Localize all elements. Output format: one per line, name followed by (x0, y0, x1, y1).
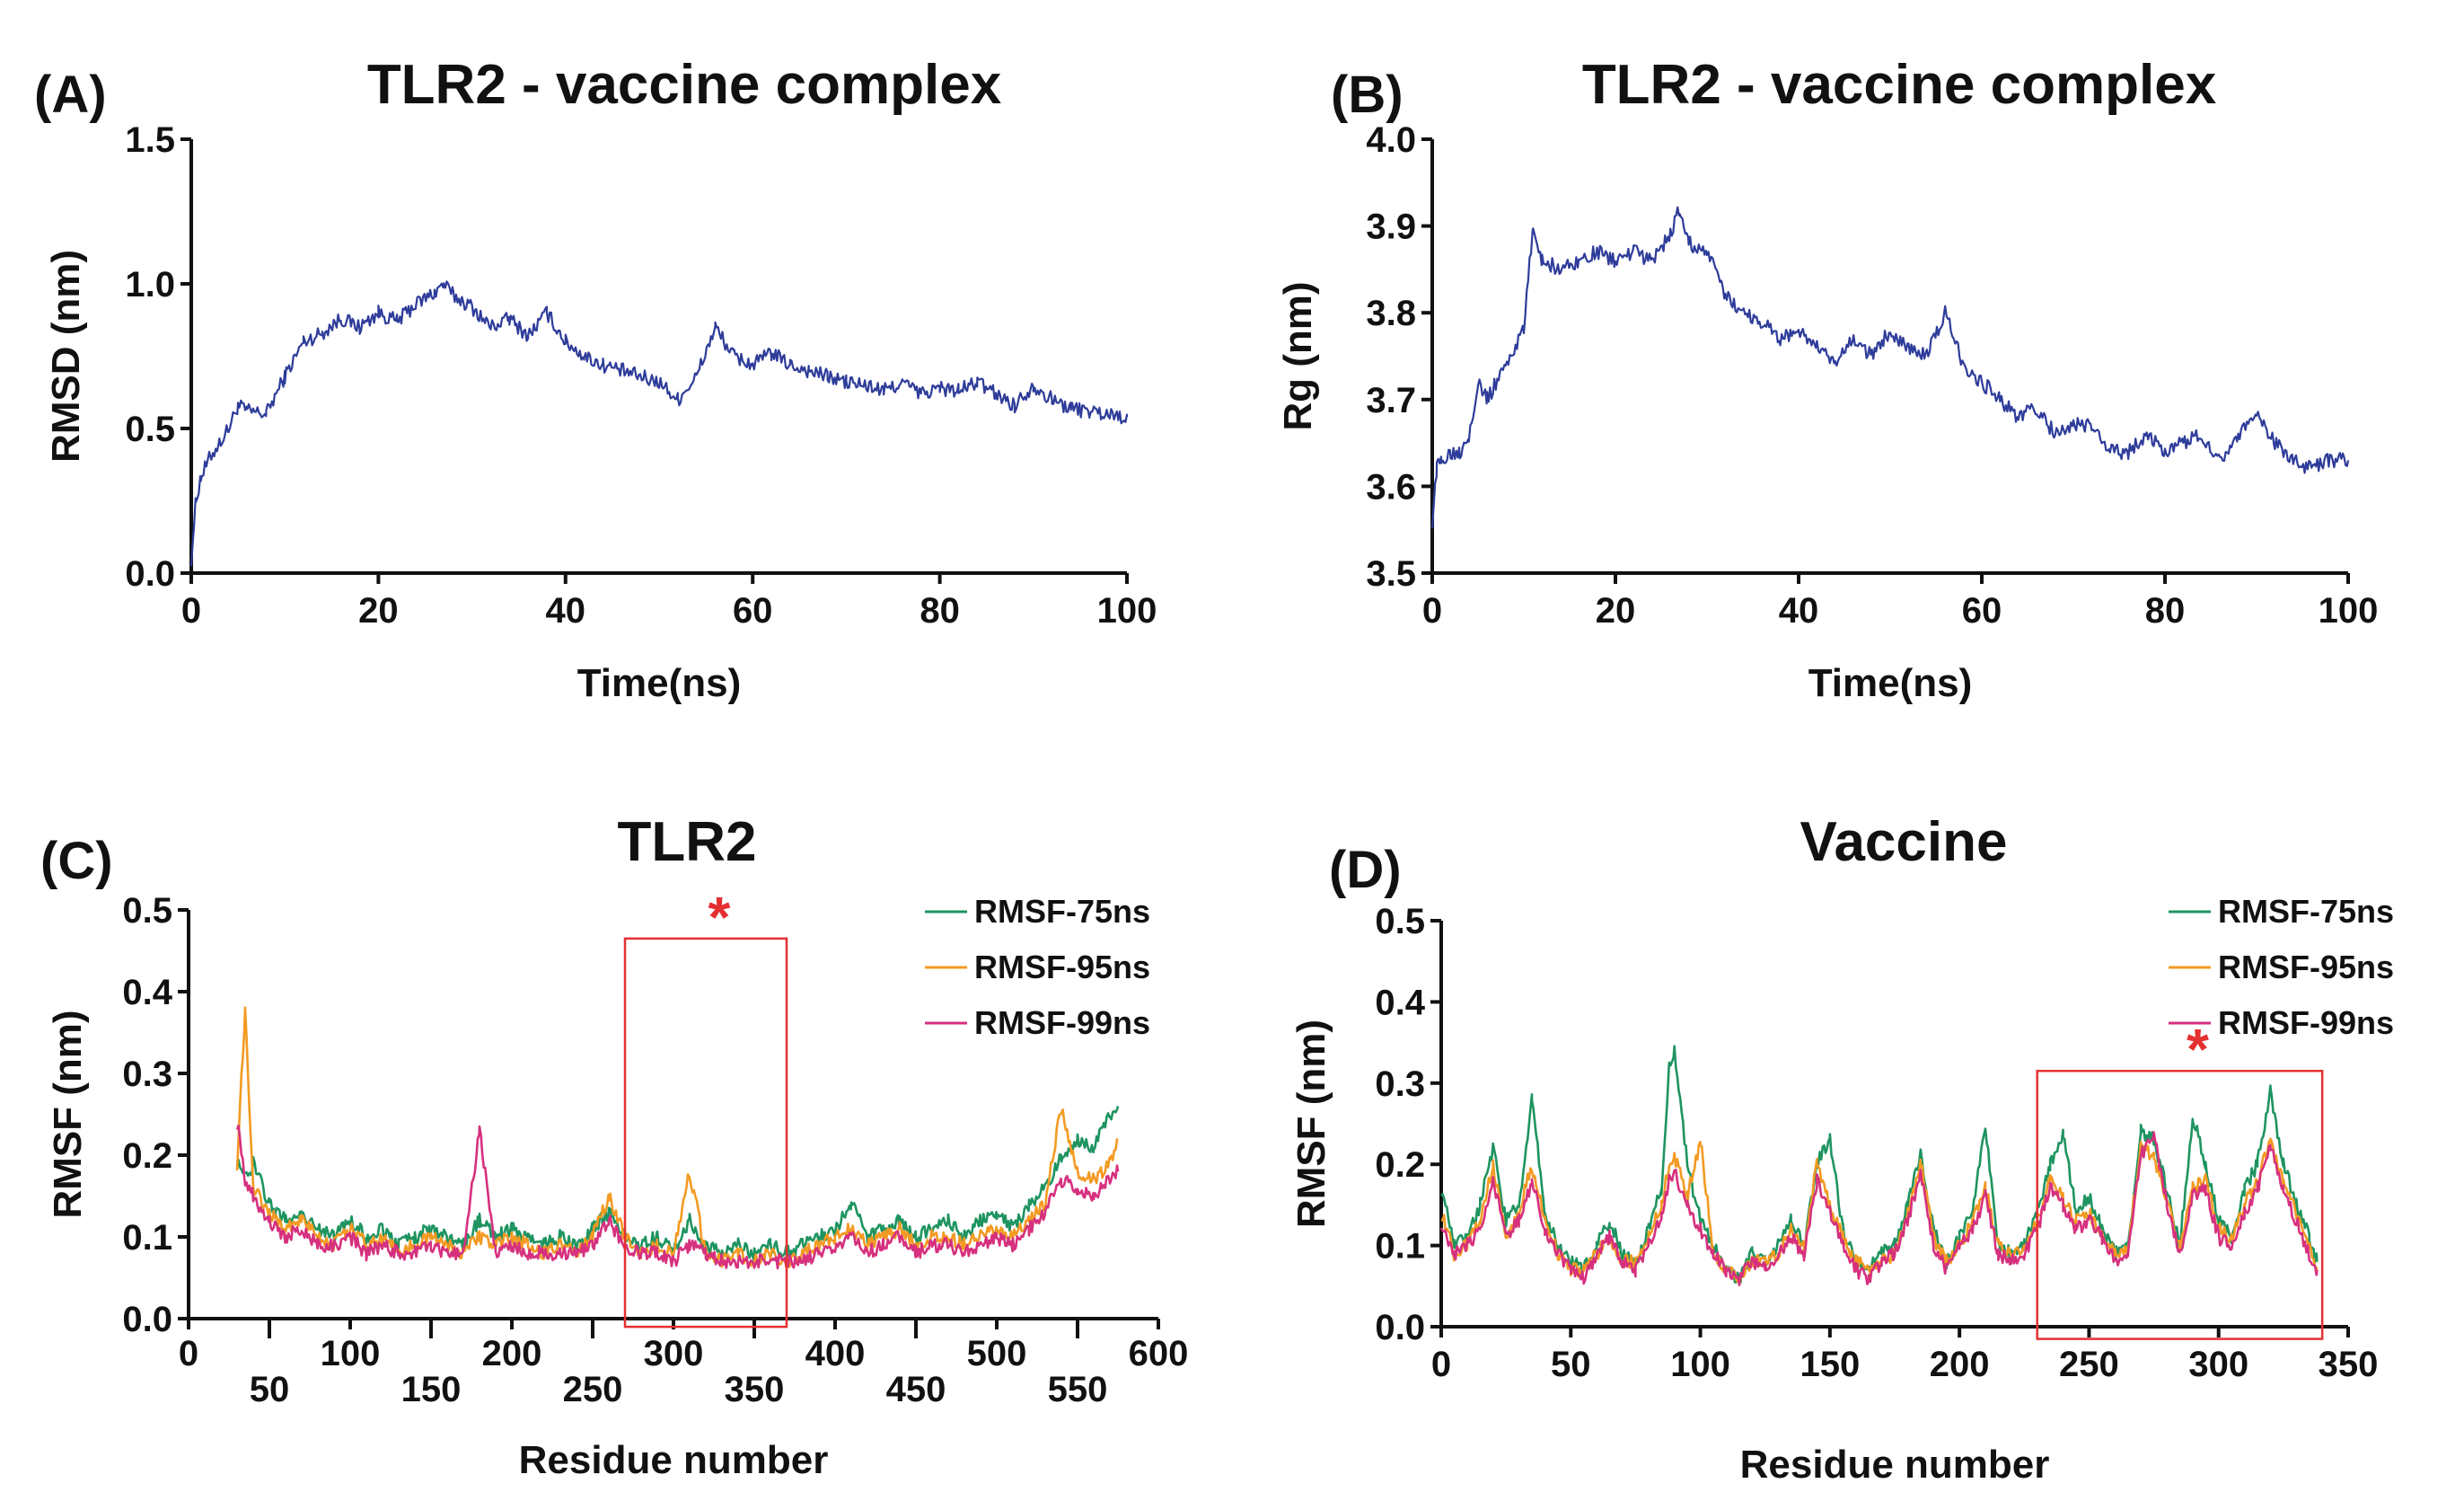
x-tick-label-minor: 550 (1048, 1370, 1108, 1409)
x-tick-label: 20 (358, 591, 399, 631)
x-tick-label: 20 (1596, 591, 1636, 631)
y-tick-label: 0.0 (1375, 1308, 1425, 1347)
legend-entry: RMSF-95ns (974, 949, 1150, 985)
legend-entry: RMSF-99ns (2218, 1004, 2394, 1041)
y-tick-label: 4.0 (1366, 120, 1416, 160)
rmsf-99ns-line (235, 1124, 1120, 1270)
legend-entry: RMSF-99ns (974, 1004, 1150, 1041)
y-tick-label: 0.4 (1375, 983, 1425, 1022)
y-tick-label: 1.0 (125, 265, 175, 305)
y-tick-label: 0.0 (125, 554, 175, 594)
legend-entry: RMSF-95ns (2218, 949, 2394, 985)
rmsf-99ns-line (1439, 1131, 2319, 1286)
y-tick-label: 0.5 (1375, 902, 1425, 941)
x-tick-label: 80 (2145, 591, 2186, 631)
panel-label: (D) (1329, 841, 1402, 899)
trajectory-line (189, 280, 1129, 567)
panel-label: (A) (34, 66, 107, 124)
panel-c: (C) TLR2 0.0 0.1 0.2 0.3 0.4 0.5 0 100 200 300 400 50… (40, 811, 1188, 1482)
y-tick-label: 0.1 (1375, 1227, 1425, 1267)
x-tick-label-major: 400 (805, 1334, 866, 1373)
x-tick-label-major: 500 (967, 1334, 1027, 1373)
y-tick-label: 3.6 (1366, 467, 1416, 507)
x-tick-label-minor: 450 (886, 1370, 946, 1409)
x-tick-label-minor: 250 (563, 1370, 623, 1409)
panel-title: TLR2 - vaccine complex (367, 54, 1002, 116)
y-tick-label: 1.5 (125, 120, 175, 160)
x-tick-label-major: 300 (644, 1334, 704, 1373)
x-tick-label: 100 (1097, 591, 1157, 631)
x-tick-label: 60 (733, 591, 773, 631)
y-axis-label: RMSF (nm) (46, 1010, 90, 1218)
x-tick-label: 40 (1779, 591, 1819, 631)
x-tick-label-minor: 350 (725, 1370, 785, 1409)
panel-d: (D) Vaccine 0.0 0.1 0.2 0.3 0.4 0.5 0 50 100 150 200… (1289, 811, 2394, 1487)
x-tick-label: 100 (2319, 591, 2379, 631)
y-tick-label: 0.4 (122, 973, 172, 1012)
x-tick-label: 40 (546, 591, 586, 631)
x-tick-label: 250 (2059, 1345, 2119, 1384)
x-tick-label: 350 (2319, 1345, 2379, 1384)
y-tick-label: 3.5 (1366, 554, 1416, 594)
x-tick-label: 100 (1670, 1345, 1730, 1384)
x-tick-label: 0 (1431, 1345, 1451, 1384)
y-tick-label: 3.7 (1366, 381, 1416, 420)
y-tick-label: 0.1 (122, 1218, 172, 1258)
y-tick-label: 0.3 (1375, 1064, 1425, 1104)
x-tick-label: 80 (920, 591, 960, 631)
x-axis-label: Time(ns) (577, 661, 742, 705)
x-tick-label: 200 (1930, 1345, 1990, 1384)
highlight-box (2036, 1069, 2324, 1340)
y-tick-label: 0.5 (122, 891, 172, 931)
significance-asterisk: * (2187, 1017, 2209, 1081)
panel-title: TLR2 (618, 811, 757, 873)
rmsf-95ns-line (1440, 1137, 2319, 1286)
panel-b: (B) TLR2 - vaccine complex 3.5 3.6 3.7 3.8 3.9… (1276, 54, 2378, 705)
legend-entry: RMSF-75ns (2218, 893, 2394, 930)
x-axis-label: Time(ns) (1808, 661, 1973, 705)
x-tick-label-minor: 150 (401, 1370, 462, 1409)
x-tick-label-major: 600 (1129, 1334, 1189, 1373)
legend-entry: RMSF-75ns (974, 893, 1150, 930)
trajectory-line (1430, 206, 2350, 529)
x-tick-label: 0 (181, 591, 201, 631)
y-tick-label: 0.3 (122, 1055, 172, 1094)
x-tick-label-minor: 50 (250, 1370, 290, 1409)
x-tick-label: 0 (1422, 591, 1442, 631)
y-tick-label: 3.9 (1366, 207, 1416, 247)
panel-title: TLR2 - vaccine complex (1582, 54, 2217, 116)
x-axis-label: Residue number (519, 1438, 829, 1482)
y-tick-label: 0.2 (122, 1136, 172, 1176)
panel-label: (B) (1331, 66, 1404, 124)
x-tick-label: 60 (1962, 591, 2002, 631)
y-tick-label: 0.2 (1375, 1145, 1425, 1185)
x-tick-label-major: 200 (482, 1334, 542, 1373)
rmsf-75ns-line (1440, 1045, 2319, 1286)
y-axis-label: RMSD (nm) (44, 250, 88, 463)
highlight-box (623, 937, 788, 1329)
panel-title: Vaccine (1800, 811, 2008, 873)
panel-a: (A) TLR2 - vaccine complex 0.0 0.5 1.0 1.5 0 20… (34, 54, 1157, 705)
x-tick-label: 50 (1551, 1345, 1591, 1384)
x-tick-label: 150 (1800, 1345, 1860, 1384)
y-tick-label: 0.0 (122, 1300, 172, 1339)
rmsf-95ns-line (235, 1006, 1119, 1269)
panel-label: (C) (40, 832, 113, 890)
y-tick-label: 3.8 (1366, 294, 1416, 333)
axes-frame (189, 139, 1127, 575)
y-tick-label: 0.5 (125, 410, 175, 449)
x-tick-label-major: 100 (321, 1334, 381, 1373)
x-tick-label-major: 0 (179, 1334, 198, 1373)
y-axis-label: RMSF (nm) (1289, 1020, 1333, 1228)
y-axis-label: Rg (nm) (1276, 281, 1320, 430)
significance-asterisk: * (708, 885, 731, 949)
x-axis-label: Residue number (1740, 1443, 2050, 1487)
axes-frame (1430, 139, 2348, 575)
x-tick-label: 300 (2188, 1345, 2248, 1384)
